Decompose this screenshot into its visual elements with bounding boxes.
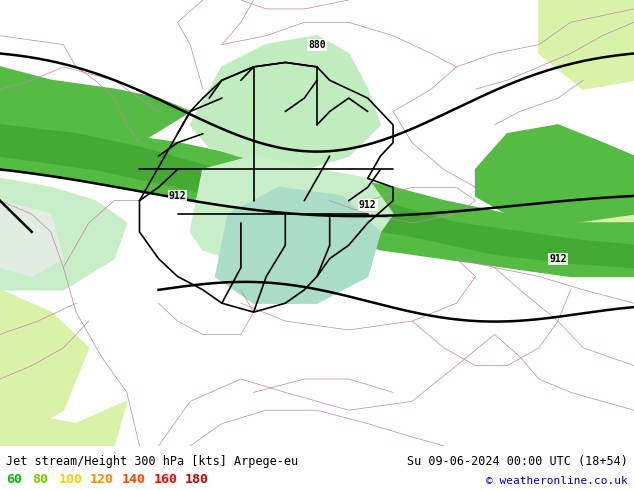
Polygon shape	[558, 187, 634, 245]
Text: 912: 912	[359, 200, 377, 210]
Polygon shape	[0, 116, 634, 276]
Polygon shape	[0, 178, 127, 290]
Text: 60: 60	[6, 472, 22, 486]
Text: 912: 912	[549, 254, 567, 264]
Polygon shape	[0, 67, 190, 143]
Text: Jet stream/Height 300 hPa [kts] Arpege-eu: Jet stream/Height 300 hPa [kts] Arpege-e…	[6, 455, 299, 468]
Text: 120: 120	[90, 472, 114, 486]
Polygon shape	[216, 187, 380, 303]
Text: 100: 100	[58, 472, 82, 486]
Text: 880: 880	[308, 40, 326, 49]
Polygon shape	[0, 290, 89, 446]
Text: 912: 912	[169, 191, 186, 201]
Polygon shape	[190, 156, 393, 268]
Text: © weatheronline.co.uk: © weatheronline.co.uk	[486, 476, 628, 486]
Text: Su 09-06-2024 00:00 UTC (18+54): Su 09-06-2024 00:00 UTC (18+54)	[407, 455, 628, 468]
Polygon shape	[190, 36, 380, 170]
Text: 160: 160	[153, 472, 178, 486]
Text: 140: 140	[122, 472, 146, 486]
Polygon shape	[0, 201, 63, 276]
Polygon shape	[0, 125, 634, 268]
Text: 80: 80	[32, 472, 48, 486]
Text: 180: 180	[185, 472, 209, 486]
Polygon shape	[476, 125, 634, 223]
Polygon shape	[0, 401, 127, 446]
Polygon shape	[539, 0, 634, 89]
